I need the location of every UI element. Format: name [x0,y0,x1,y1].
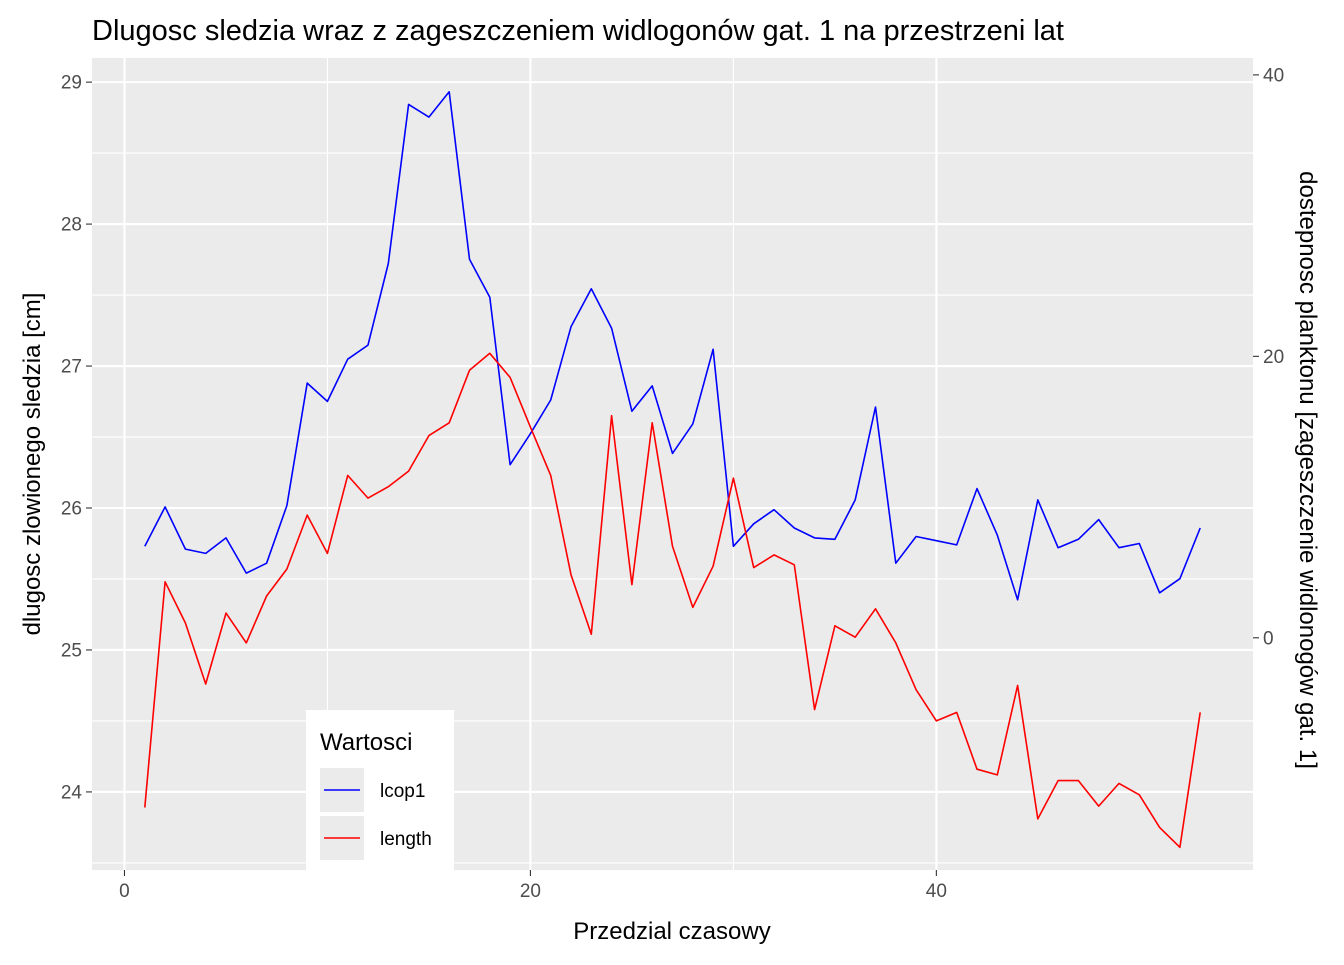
x-tick-label: 40 [926,881,947,902]
legend: Wartosci lcop1 length [306,710,454,870]
bottom-axis: 0 20 40 [119,870,947,902]
x-axis-title: Przedzial czasowy [573,918,770,945]
y2-axis-title: dostepnosc planktonu [zageszczenie widlo… [1294,171,1321,769]
y-axis-title: dlugosc zlowionego sledzia [cm] [19,293,46,636]
y2-tick-label: 0 [1263,628,1274,649]
plot-panel [92,58,1253,870]
series-line-lcop1 [144,91,1201,601]
left-axis: 24 25 26 27 28 29 [61,73,92,803]
series-line-length [144,352,1201,849]
y2-tick-label: 40 [1263,65,1284,86]
right-axis: 0 20 40 [1253,65,1284,649]
y2-tick-label: 20 [1263,347,1284,368]
chart-title: Dlugosc sledzia wraz z zageszczeniem wid… [92,15,1064,47]
y-tick-label: 25 [61,640,82,661]
y-tick-label: 24 [61,782,83,803]
legend-label-lcop1: lcop1 [380,781,425,802]
legend-label-length: length [380,829,432,850]
x-tick-label: 0 [119,881,130,902]
y-tick-label: 29 [61,73,82,94]
series-layer [144,91,1201,849]
y-tick-label: 28 [61,215,82,236]
y-tick-label: 26 [61,499,82,520]
y-tick-label: 27 [61,357,82,378]
legend-title: Wartosci [320,729,412,756]
grid-minor [92,58,1253,870]
x-tick-label: 20 [520,881,541,902]
